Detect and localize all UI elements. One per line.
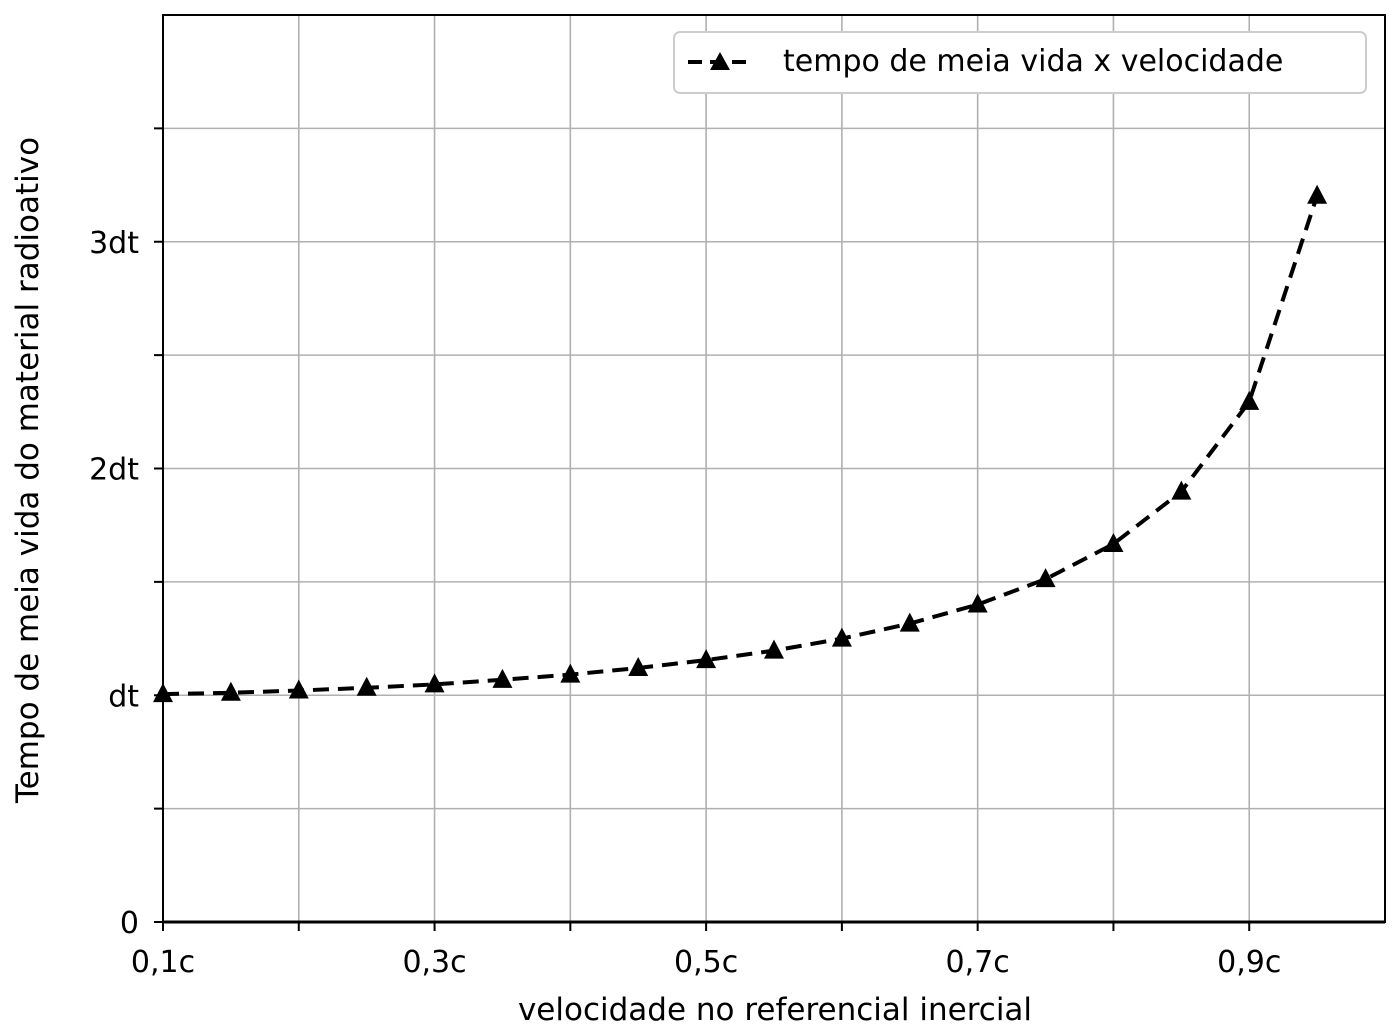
data-point-marker xyxy=(220,681,241,701)
data-point-marker xyxy=(424,673,445,693)
data-point-marker xyxy=(1239,390,1260,410)
data-point-marker xyxy=(764,639,784,659)
y-tick-label: 0 xyxy=(120,906,139,941)
data-point-marker xyxy=(696,649,717,669)
data-point-marker xyxy=(1307,184,1328,204)
legend-label: tempo de meia vida x velocidade xyxy=(783,44,1283,79)
x-tick-label: 0,3c xyxy=(402,945,466,980)
y-tick-label: 3dt xyxy=(89,226,139,261)
y-tick-label: dt xyxy=(108,679,139,714)
legend-box xyxy=(673,31,1367,94)
legend: tempo de meia vida x velocidade xyxy=(673,31,1367,94)
data-point-marker xyxy=(1103,533,1124,553)
legend-marker xyxy=(710,52,730,70)
data-point-marker xyxy=(831,627,852,647)
axes xyxy=(154,14,1386,931)
data-point-marker xyxy=(288,679,309,699)
data-point-marker xyxy=(899,612,920,632)
x-tick-label: 0,7c xyxy=(946,945,1010,980)
x-tick-label: 0,5c xyxy=(674,945,738,980)
y-tick-label: 2dt xyxy=(89,453,139,488)
data-point-marker xyxy=(356,676,377,696)
data-point-marker xyxy=(628,657,649,677)
data-point-marker xyxy=(560,663,581,683)
x-tick-label: 0,9c xyxy=(1217,945,1281,980)
data-point-marker xyxy=(1171,480,1192,500)
grid xyxy=(162,15,1385,923)
series-layer xyxy=(153,184,1328,703)
data-point-marker xyxy=(1035,568,1056,588)
y-axis-label: Tempo de meia vida do material radioativ… xyxy=(10,137,46,804)
tick-labels: 0,1c 0,3c 0,5c 0,7c 0,9c 0 dt 2dt 3dt xyxy=(89,226,1281,980)
x-tick-label: 0,1c xyxy=(131,945,195,980)
x-axis-label: velocidade no referencial inercial xyxy=(518,992,1032,1028)
data-point-marker xyxy=(967,593,988,613)
series-line xyxy=(162,195,1319,697)
data-point-marker xyxy=(492,668,513,688)
